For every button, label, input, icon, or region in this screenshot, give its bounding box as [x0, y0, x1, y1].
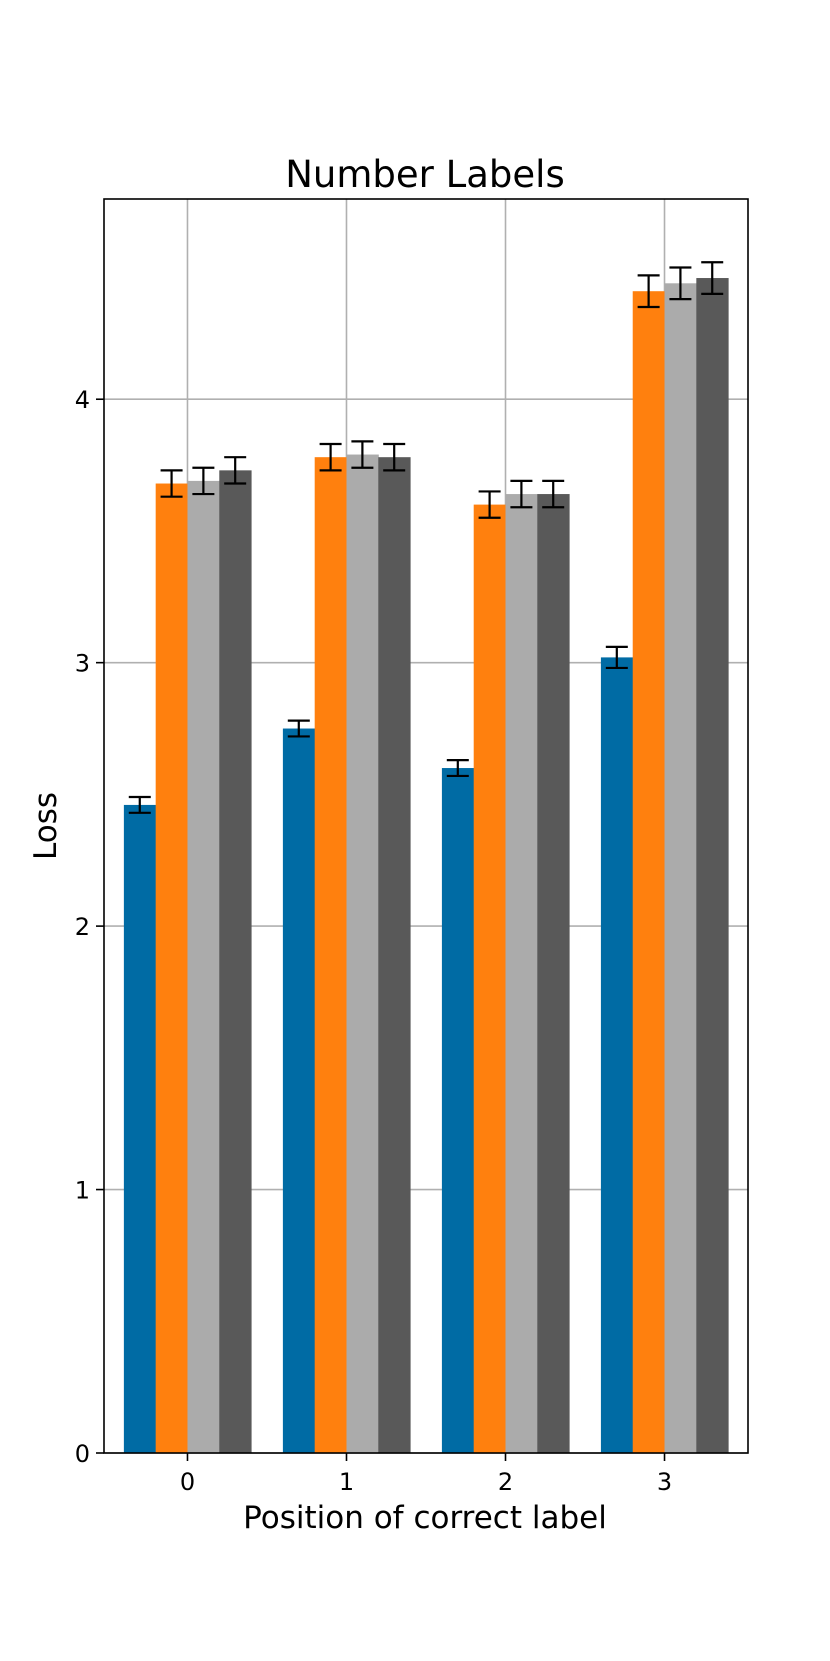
x-axis-label: Position of correct label — [243, 1500, 607, 1536]
bar — [600, 657, 634, 1453]
y-tick-label: 3 — [75, 650, 90, 678]
y-tick-label: 2 — [75, 913, 90, 941]
bar — [155, 483, 188, 1453]
bar — [441, 768, 475, 1453]
plot-frame — [103, 198, 749, 1454]
bar — [123, 804, 157, 1453]
y-tick-label: 0 — [75, 1440, 90, 1468]
bar — [346, 454, 379, 1454]
bar — [696, 278, 729, 1454]
bars — [123, 278, 729, 1454]
x-tick-label: 3 — [657, 1468, 672, 1496]
bar — [378, 457, 411, 1453]
x-tick-label: 0 — [180, 1468, 195, 1496]
bar — [187, 480, 220, 1453]
chart-title: Number Labels — [285, 153, 565, 196]
x-tick-label: 1 — [339, 1468, 354, 1496]
x-tick-label: 2 — [498, 1468, 513, 1496]
bar — [314, 457, 347, 1453]
bar — [537, 494, 570, 1453]
bar — [473, 504, 507, 1453]
bar — [505, 494, 538, 1453]
axis-ticks: 0 1 2 3 4 0 1 2 3 — [75, 386, 672, 1496]
y-axis-label: Loss — [28, 792, 64, 860]
bar — [219, 470, 252, 1453]
y-tick-label: 1 — [75, 1177, 90, 1205]
bar — [282, 728, 316, 1453]
y-tick-label: 4 — [75, 386, 90, 414]
bar — [664, 283, 697, 1454]
error-bars — [128, 261, 724, 814]
bar — [632, 291, 666, 1454]
